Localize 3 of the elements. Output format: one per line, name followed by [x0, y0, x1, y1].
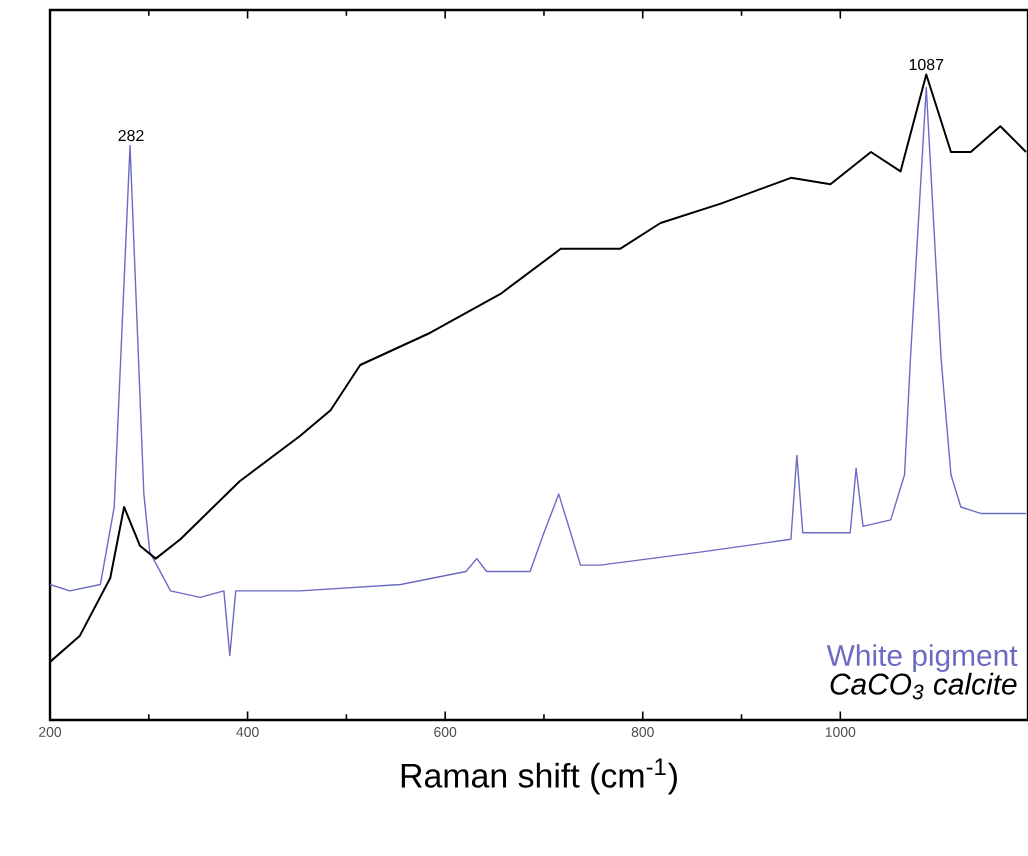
text: White pigment	[826, 644, 1018, 672]
x-axis-title: Raman shift (cm$^{-1}$)	[401, 758, 677, 795]
text: CaCO$_{3}$ calcite	[830, 672, 1017, 700]
